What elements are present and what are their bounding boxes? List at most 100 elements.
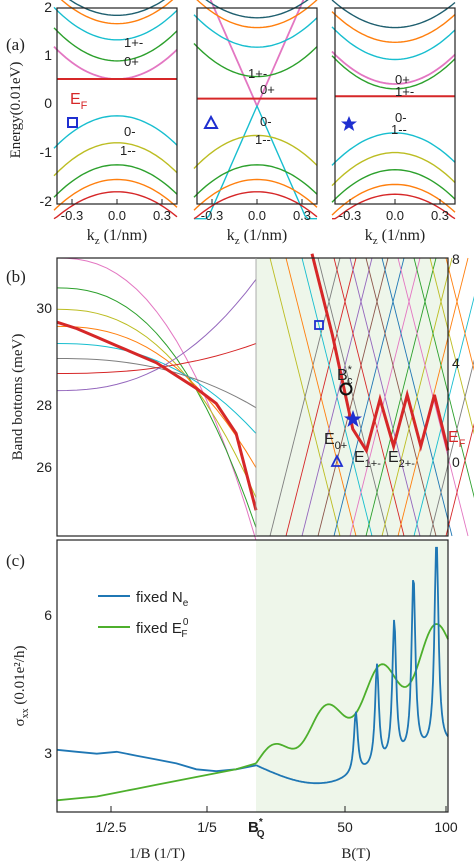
e0-label: E0+ — [324, 431, 347, 452]
panel-c-xtick-0: 1/2.5 — [95, 819, 126, 835]
panel-a-xlabel: kz (1/nm) — [365, 227, 425, 247]
panel-c-xtick-1: 1/5 — [197, 819, 217, 835]
upper-band-line — [60, 0, 174, 25]
panel-a-ytick-0: 2 — [44, 0, 52, 15]
upper-band-line — [331, 11, 456, 44]
square-marker — [314, 320, 324, 330]
upper-band-line — [331, 26, 456, 61]
panel-c-frame — [56, 539, 449, 813]
panel-b-ytick-left-1: 28 — [36, 397, 52, 413]
panel-c-xlabel-left: 1/B (1/T) — [129, 846, 185, 862]
xtick-label: -0.3 — [339, 208, 361, 223]
lower-band-line — [53, 164, 178, 198]
panel-c-xtick-2: B* Q — [248, 817, 265, 840]
panel-b-ytick-left-0: 30 — [36, 300, 52, 316]
panel-a-subplot-1: -0.3 0.0 0.3 kz (1/nm) 1+- 0+ 0- 1-- EF — [53, 0, 178, 247]
lower-band-line — [331, 168, 456, 203]
panel-a-ytick-1: 1 — [44, 47, 52, 63]
sigma-fixed-ef-low-field — [56, 762, 257, 802]
star-marker — [341, 116, 357, 131]
landau-level-line — [285, 257, 357, 537]
e1-label: E1+- — [354, 449, 381, 470]
upper-band-line — [68, 0, 166, 16]
band-label: 1-- — [391, 122, 407, 137]
panel-c-ytick-0: 6 — [44, 607, 52, 623]
upper-band-line — [331, 55, 456, 90]
band-label: 1+- — [248, 66, 267, 81]
lower-band-line — [193, 164, 318, 198]
upper-band-line — [331, 50, 456, 85]
star-marker — [344, 410, 362, 427]
landau-level-curve — [57, 343, 257, 374]
xtick-label: 0.3 — [293, 208, 311, 223]
panel-b-frame — [56, 257, 449, 537]
fermi-curve-high-field — [310, 253, 450, 455]
lower-band-line — [194, 104, 317, 220]
band-label: 0+ — [395, 72, 410, 87]
landau-level-line — [333, 257, 405, 537]
landau-level-line — [365, 257, 437, 537]
upper-band-line — [53, 6, 178, 41]
panel-c-curves — [56, 546, 449, 802]
upper-band-line — [53, 27, 178, 62]
upper-band-line — [205, 0, 309, 19]
panel-c-xlabel-right: B(T) — [341, 846, 370, 862]
landau-level-line — [301, 257, 373, 537]
band-label: 0- — [260, 114, 272, 129]
lower-band-line — [331, 183, 456, 216]
landau-level-line — [317, 257, 389, 537]
landau-level-line — [413, 295, 474, 537]
sigma-fixed-ne-high-field — [255, 546, 449, 785]
landau-level-curve — [56, 287, 257, 528]
panel-b-ytick-right-2: 0 — [452, 454, 460, 470]
panel-a-ylabel: Energy(0.01eV) — [8, 62, 24, 159]
panel-c-label: (c) — [6, 551, 25, 570]
bc-label: B* c — [337, 364, 353, 387]
panel-a-ytick-3: -1 — [40, 144, 53, 160]
xtick-label: 0.0 — [108, 208, 126, 223]
band-label: 1+- — [124, 35, 143, 50]
subplot-frame — [334, 7, 456, 205]
panel-c-xtick-4: 100 — [434, 819, 458, 835]
landau-level-curve — [56, 343, 257, 434]
panel-a-ytick-4: -2 — [40, 193, 53, 209]
panel-b-label: (b) — [6, 267, 26, 286]
band-label: 0+ — [124, 54, 139, 69]
panel-b-ytick-left-2: 26 — [36, 459, 52, 475]
e2-label: E2+- — [388, 449, 415, 470]
lower-band-line — [331, 132, 456, 166]
xtick-label: -0.3 — [61, 208, 83, 223]
xtick-label: 0.3 — [431, 208, 449, 223]
panel-a-subplot-2: -0.3 0.0 0.3 kz (1/nm) 1+-0+ 0- 1-- — [193, 0, 318, 247]
landau-level-curve — [56, 257, 257, 541]
landau-level-line — [349, 257, 421, 537]
landau-level-line — [445, 422, 474, 537]
panel-b-ylabel: Band bottoms (meV) — [10, 334, 26, 461]
landau-level-curve — [56, 325, 257, 468]
panel-b-ytick-right-0: 8 — [452, 251, 460, 267]
panel-c-ytick-1: 3 — [44, 745, 52, 761]
panel-a-label: (a) — [6, 35, 25, 54]
upper-band-line — [331, 0, 456, 29]
upper-band-line — [209, 0, 305, 109]
landau-level-curve — [57, 358, 257, 409]
panel-a-ytick-2: 0 — [44, 95, 52, 111]
triangle-marker — [330, 453, 344, 467]
band-label: 1+- — [395, 84, 414, 99]
upper-band-line — [53, 45, 178, 80]
upper-band-line — [193, 14, 318, 48]
panel-b-shade — [256, 258, 448, 536]
landau-level-curve — [56, 308, 257, 498]
panel-b-curves — [56, 253, 474, 541]
panel-c-ylabel: σxx (0.01e²/h) — [12, 646, 31, 727]
panel-b-ef-label: EF — [448, 429, 466, 450]
panel-c: (c) σxx (0.01e²/h) 6 3 fixed Ne fixed E0… — [6, 539, 458, 862]
band-label: 0+ — [260, 82, 275, 97]
panel-b: (b) Band bottoms (meV) 30 28 26 8 4 0 B*… — [6, 251, 474, 541]
band-label: 0- — [124, 124, 136, 139]
triangle-marker — [203, 114, 219, 129]
landau-level-line — [429, 359, 474, 537]
panel-a-xlabel: kz (1/nm) — [87, 227, 147, 247]
xtick-label: 0.0 — [248, 208, 266, 223]
